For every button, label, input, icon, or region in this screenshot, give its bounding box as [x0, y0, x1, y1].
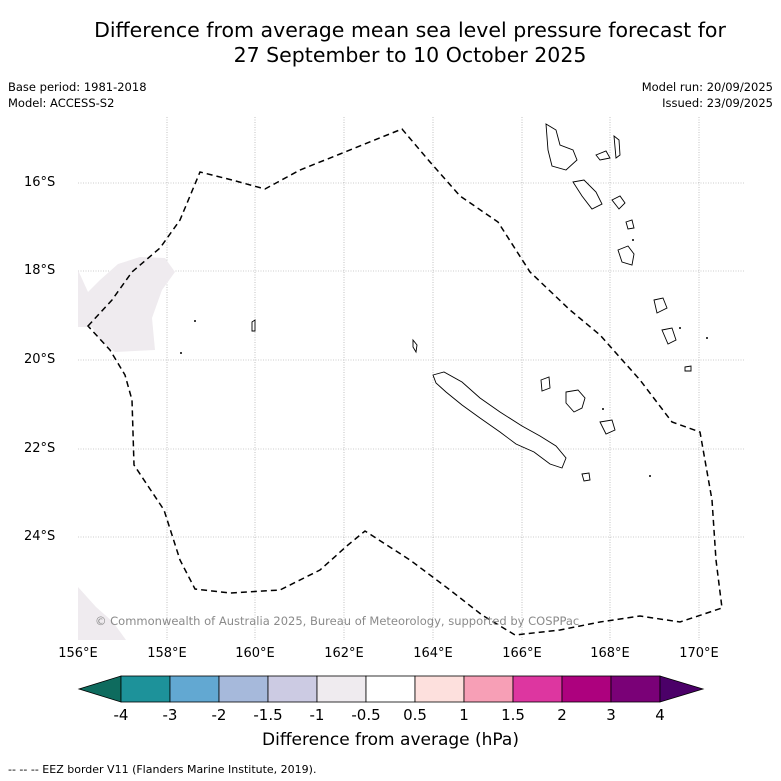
- lat-label-16s: 16°S: [24, 175, 56, 190]
- eez-legend-note: -- -- -- EEZ border V11 (Flanders Marine…: [8, 763, 317, 776]
- title-line-2: 27 September to 10 October 2025: [233, 43, 587, 67]
- issued-date: Issued: 23/09/2025: [662, 96, 773, 110]
- pentecost-island: [595, 150, 611, 161]
- meta-left: Base period: 1981-2018 Model: ACCESS-S2: [8, 79, 147, 111]
- chesterfield-reef: [251, 319, 256, 332]
- walpole-island: [684, 365, 692, 372]
- islet-5: [679, 327, 681, 329]
- lat-label-22s: 22°S: [24, 441, 56, 456]
- colorbar-tick-label: -0.5: [351, 706, 381, 724]
- anomaly-region-west: [78, 257, 175, 352]
- coastlines: [251, 123, 692, 482]
- colorbar-tick-label: -1.5: [253, 706, 283, 724]
- lon-label-156e: 156°E: [58, 646, 98, 661]
- chart-title: Difference from average mean sea level p…: [40, 18, 780, 68]
- title-line-1: Difference from average mean sea level p…: [94, 18, 726, 42]
- colorbar-tick-label: 1: [459, 706, 469, 724]
- epi-island: [625, 219, 635, 230]
- colorbar-bin: [414, 675, 465, 703]
- malakula-island: [572, 179, 603, 210]
- ouvea-island: [540, 376, 551, 392]
- colorbar-bin: [120, 675, 171, 703]
- mare-island: [599, 419, 616, 435]
- colorbar-bin: [365, 675, 416, 703]
- small-islets: [180, 239, 708, 477]
- colorbar-tick-label: 2: [557, 706, 567, 724]
- espiritu-santo-island: [545, 123, 578, 171]
- lon-label-170e: 170°E: [679, 646, 719, 661]
- meta-right: Model run: 20/09/2025 Issued: 23/09/2025: [642, 79, 773, 111]
- lon-label-164e: 164°E: [413, 646, 453, 661]
- lifou-island: [565, 389, 586, 413]
- lat-label-20s: 20°S: [24, 352, 56, 367]
- colorbar-tick-label: -1: [309, 706, 325, 724]
- lat-label-18s: 18°S: [24, 263, 56, 278]
- islet-4: [706, 337, 708, 339]
- colorbar-tick-label: 3: [606, 706, 616, 724]
- graticule: [78, 117, 744, 640]
- islet-1: [194, 320, 196, 322]
- anomaly-region-southwest: [78, 587, 126, 640]
- belep-island: [412, 338, 418, 354]
- colorbar-over-arrow: [659, 675, 705, 703]
- islet-6: [602, 408, 604, 410]
- aneityum-island: [661, 327, 677, 345]
- lon-label-158e: 158°E: [147, 646, 187, 661]
- lon-label-160e: 160°E: [235, 646, 275, 661]
- colorbar-bin: [267, 675, 318, 703]
- isle-of-pines: [581, 472, 591, 482]
- colorbar-tick-label: -4: [113, 706, 129, 724]
- colorbar-bin: [218, 675, 269, 703]
- colorbar-under-arrow: [77, 675, 122, 703]
- colorbar-tick-label: 0.5: [403, 706, 427, 724]
- colorbar: [77, 675, 705, 703]
- colorbar-bin: [610, 675, 661, 703]
- colorbar-bin: [316, 675, 367, 703]
- model-run: Model run: 20/09/2025: [641, 80, 773, 94]
- colorbar-bin: [463, 675, 514, 703]
- colorbar-title: Difference from average (hPa): [262, 730, 519, 750]
- efate-island: [611, 195, 626, 210]
- lat-label-24s: 24°S: [24, 529, 56, 544]
- copyright-notice: © Commonwealth of Australia 2025, Bureau…: [95, 614, 580, 628]
- eez-border: [86, 128, 723, 636]
- colorbar-bin: [512, 675, 563, 703]
- lon-label-166e: 166°E: [502, 646, 542, 661]
- colorbar-tick-label: 1.5: [501, 706, 525, 724]
- islet-2: [180, 352, 182, 354]
- erromango-island: [617, 245, 635, 266]
- base-period: Base period: 1981-2018: [8, 80, 147, 94]
- new-caledonia-island: [432, 371, 567, 469]
- maewo-island: [613, 134, 621, 159]
- colorbar-tick-label: 4: [655, 706, 665, 724]
- colorbar-tick-label: -2: [211, 706, 227, 724]
- colorbar-tick-label: -3: [162, 706, 178, 724]
- colorbar-bin: [169, 675, 220, 703]
- lon-label-162e: 162°E: [324, 646, 364, 661]
- lon-label-168e: 168°E: [590, 646, 630, 661]
- tanna-island: [653, 297, 668, 314]
- islet-3: [649, 475, 651, 477]
- colorbar-bin: [561, 675, 612, 703]
- islet-7: [632, 239, 634, 241]
- model-name: Model: ACCESS-S2: [8, 96, 115, 110]
